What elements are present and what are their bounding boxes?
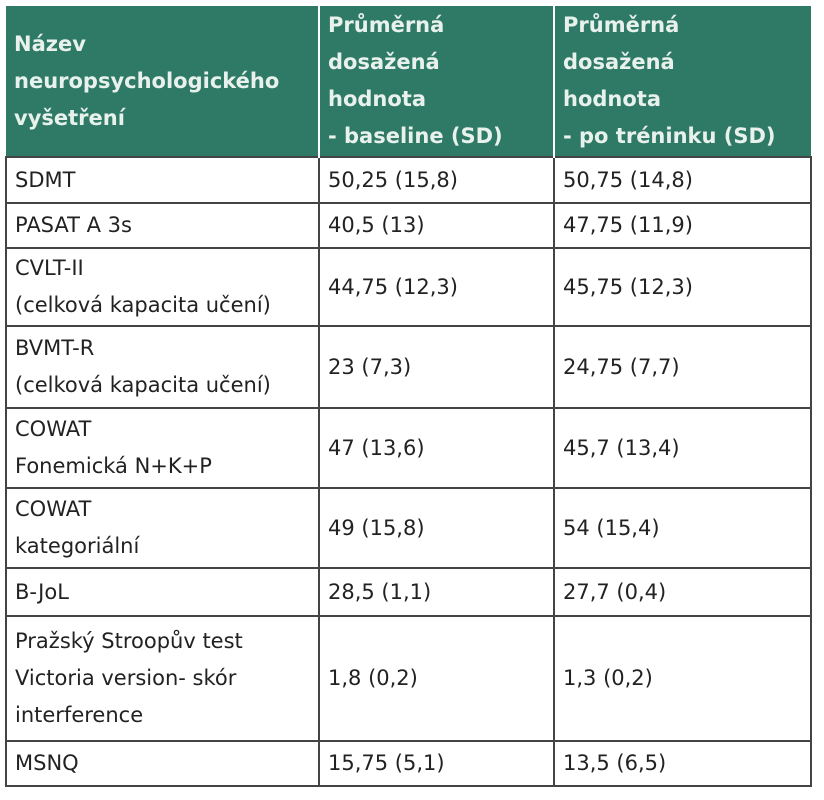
results-table: Název neuropsychologického vyšetření Prům… [5,6,812,787]
header-cell: Průměrná dosažená hodnota - baseline (SD… [318,6,554,157]
value-cell: 24,75 (7,7) [553,325,812,409]
value-cell: 50,25 (15,8) [318,156,555,204]
value-cell: 23 (7,3) [318,325,555,409]
value-cell: 1,8 (0,2) [318,615,555,742]
table-row: SDMT 50,25 (15,8) 50,75 (14,8) [5,156,812,204]
test-name: SDMT [5,156,320,204]
value-cell: 44,75 (12,3) [318,247,555,327]
table-row: COWAT Fonemická N+K+P 47 (13,6) 45,7 (13,4… [5,407,812,489]
table-body: SDMT 50,25 (15,8) 50,75 (14,8) PASAT A 3s 40… [5,156,812,787]
test-name: B-JoL [5,567,320,617]
value-cell: 28,5 (1,1) [318,567,555,617]
value-cell: 47 (13,6) [318,407,555,489]
table-row: MSNQ 15,75 (5,1) 13,5 (6,5) [5,740,812,787]
test-name: PASAT A 3s [5,202,320,249]
value-cell: 40,5 (13) [318,202,555,249]
test-name: COWAT Fonemická N+K+P [5,407,320,489]
value-cell: 1,3 (0,2) [553,615,812,742]
test-name: CVLT-II (celková kapacita učení) [5,247,320,327]
table-row: Pražský Stroopův test Victoria version- … [5,615,812,742]
table-row: CVLT-II (celková kapacita učení) 44,75 (1… [5,247,812,327]
test-name: BVMT-R (celková kapacita učení) [5,325,320,409]
header-row: Název neuropsychologického vyšetření Prům… [6,6,811,157]
table-row: BVMT-R (celková kapacita učení) 23 (7,3) 2… [5,325,812,409]
test-name: COWAT kategoriální [5,487,320,569]
value-cell: 45,7 (13,4) [553,407,812,489]
test-name: Pražský Stroopův test Victoria version- … [5,615,320,742]
value-cell: 49 (15,8) [318,487,555,569]
value-cell: 47,75 (11,9) [553,202,812,249]
value-cell: 15,75 (5,1) [318,740,555,787]
value-cell: 54 (15,4) [553,487,812,569]
table-row: COWAT kategoriální 49 (15,8) 54 (15,4) [5,487,812,569]
table-row: B-JoL 28,5 (1,1) 27,7 (0,4) [5,567,812,617]
test-name: MSNQ [5,740,320,787]
value-cell: 45,75 (12,3) [553,247,812,327]
value-cell: 27,7 (0,4) [553,567,812,617]
value-cell: 50,75 (14,8) [553,156,812,204]
header-cell: Průměrná dosažená hodnota - po tréninku … [553,6,811,157]
header-cell: Název neuropsychologického vyšetření [6,6,319,157]
value-cell: 13,5 (6,5) [553,740,812,787]
table-row: PASAT A 3s 40,5 (13) 47,75 (11,9) [5,202,812,249]
